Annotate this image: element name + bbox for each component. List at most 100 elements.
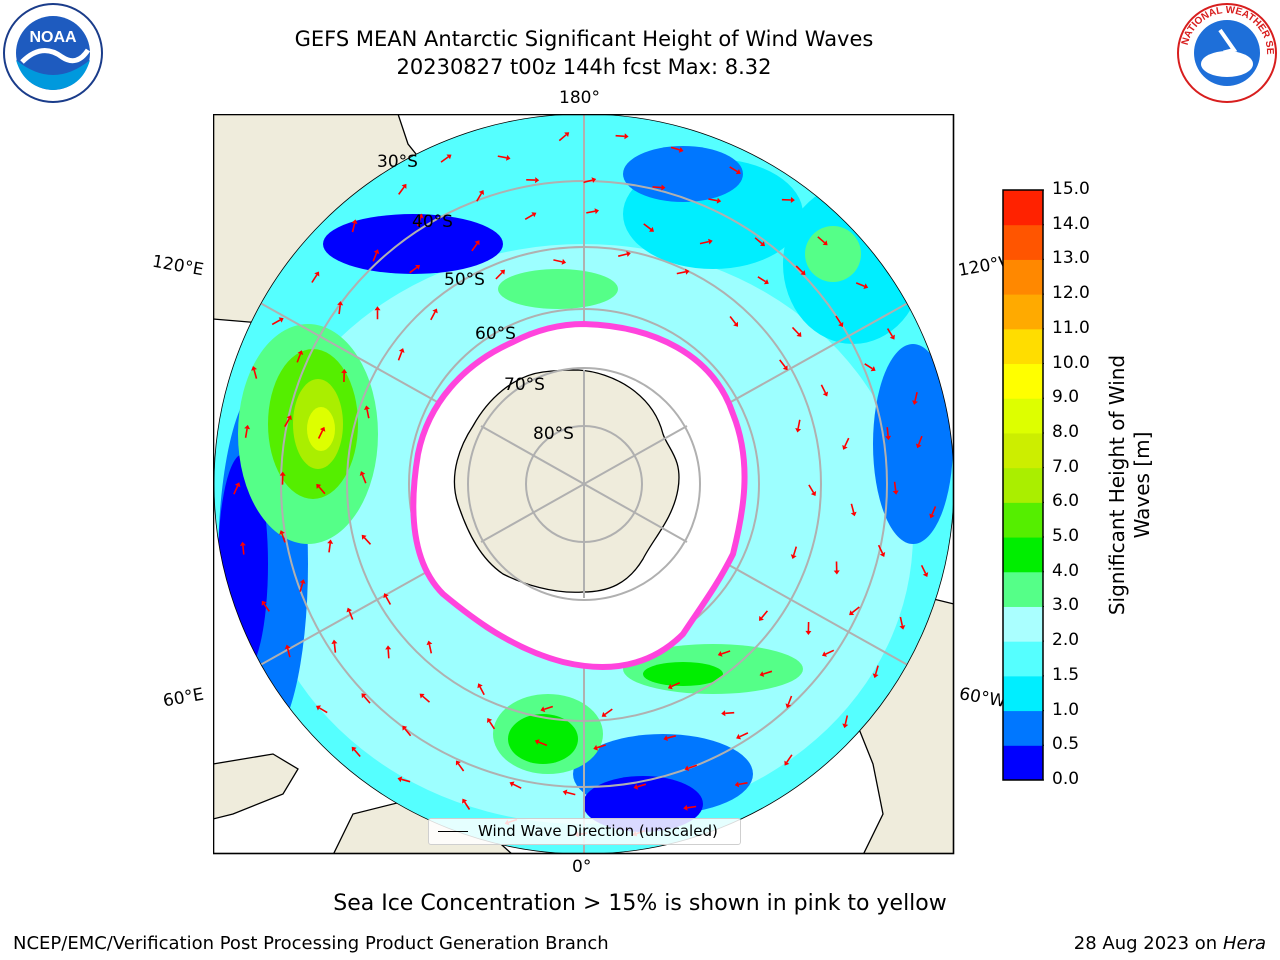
wind-wave-arrow [652,184,666,191]
wind-wave-arrow [409,265,421,274]
wind-wave-arrow [553,258,567,265]
wind-wave-arrow [886,328,895,340]
wind-wave-arrow [402,725,412,737]
wind-wave-arrow [374,306,381,320]
wind-wave-arrow [284,415,292,427]
wind-wave-arrow [721,710,735,717]
wind-wave-arrow [795,419,802,433]
wind-wave-arrow [885,427,892,441]
wind-wave-arrow [618,251,631,257]
wind-wave-arrow [670,146,684,153]
colorbar-segment [1003,224,1043,260]
colorbar-tick-label: 3.0 [1052,595,1080,616]
wind-wave-arrow [471,240,480,252]
wind-wave-arrow [558,132,570,142]
wind-wave-arrow [915,435,923,449]
wind-wave-arrow [296,350,304,363]
wind-wave-arrow [729,316,738,327]
colorbar-segment [1003,259,1043,295]
colorbar-segment [1003,537,1043,573]
wind-wave-arrow [892,481,899,495]
wind-wave-arrow [416,213,424,227]
colorbar-segment [1003,432,1043,469]
wind-wave-arrow [279,530,286,543]
lon-label-120e: 120°E [150,251,206,281]
wind-wave-arrow [509,781,522,789]
wind-wave-arrow [729,166,741,175]
wind-wave-arrow [849,606,860,616]
wind-wave-arrow [540,705,554,713]
wind-wave-arrow [430,308,438,321]
wind-wave-arrow [440,154,452,163]
wind-wave-arrow [676,268,690,275]
wind-wave-arrow [383,593,392,605]
wind-wave-arrow [850,503,857,517]
wind-wave-arrow [397,348,405,361]
colorbar-segment [1003,363,1043,399]
wind-wave-arrow [337,301,344,315]
wind-wave-arrow [385,645,392,659]
wind-wave-arrow [615,133,629,140]
wind-wave-arrow [805,621,812,635]
lon-label-180: 180° [559,88,600,108]
wind-wave-arrow [759,610,769,621]
wind-wave-arrow [663,735,677,741]
wind-wave-arrow [872,665,879,679]
footer-credit: NCEP/EMC/Verification Post Processing Pr… [13,933,609,954]
wind-wave-arrow [316,705,328,714]
colorbar-tick-label: 5.0 [1052,526,1080,547]
wind-wave-arrow [317,426,326,439]
colorbar-tick-label: 1.5 [1052,664,1080,685]
wind-wave-arrow [351,746,361,758]
wind-wave-arrow [351,219,358,233]
wind-wave-arrow [864,363,876,372]
colorbar-segment [1003,745,1043,781]
wind-wave-arrow [583,177,597,184]
wind-wave-arrow [397,776,411,783]
wind-wave-arrow [754,237,765,247]
sea-ice-caption: Sea Ice Concentration > 15% is shown in … [333,891,947,916]
wind-wave-arrow [667,681,681,690]
wind-wave-arrow [419,693,431,703]
wind-wave-arrow [477,683,485,696]
lat-label-40s: 40°S [412,212,453,232]
wind-wave-arrow [526,177,540,184]
lon-label-0: 0° [572,857,592,877]
colorbar-segment [1003,606,1043,642]
colorbar-tick-label: 0.0 [1052,769,1080,789]
wind-wave-arrow [261,600,270,612]
colorbar-title-line2: Waves [m] [1130,431,1154,539]
wind-wave-arrow [372,249,380,262]
footer-date-text: 28 Aug 2023 on [1073,933,1218,954]
wind-wave-arrow [784,754,793,766]
svg-text:NOAA: NOAA [29,29,77,46]
wind-wave-arrow [239,541,246,555]
footer-date: 28 Aug 2023 on Hera [1074,933,1266,954]
wind-wave-arrow [842,715,849,729]
wind-wave-arrow [495,269,505,280]
wind-wave-arrow [279,471,286,485]
colorbar-tick-label: 10.0 [1052,352,1090,373]
wind-wave-arrow [455,760,465,772]
wind-wave-arrow [271,317,284,326]
wind-wave-arrow [820,384,829,397]
wind-wave-arrow [779,359,788,371]
colorbar-tick-label: 9.0 [1052,387,1080,408]
colorbar-tick-label: 4.0 [1052,560,1080,581]
colorbar-tick-label: 2.0 [1052,630,1080,651]
wind-wave-arrow [316,483,326,495]
wind-wave-arrow [524,212,537,220]
colorbar-title: Significant Height of Wind Waves [m] [1105,305,1155,665]
wind-wave-arrow [790,546,798,559]
wind-wave-arrow [426,640,433,654]
chart-subtitle: 20230827 t00z 144h fcst Max: 8.32 [396,55,772,79]
lat-label-50s: 50°S [444,270,485,290]
wind-wave-arrow [311,271,320,283]
wind-wave-arrow [346,607,354,620]
colorbar-tick-label: 6.0 [1052,491,1080,512]
lat-label-70s: 70°S [504,375,545,395]
wind-wave-arrow [822,649,835,657]
wind-wave-arrow [929,506,937,519]
wind-wave-arrow [808,484,817,496]
wind-wave-arrow [331,639,338,653]
